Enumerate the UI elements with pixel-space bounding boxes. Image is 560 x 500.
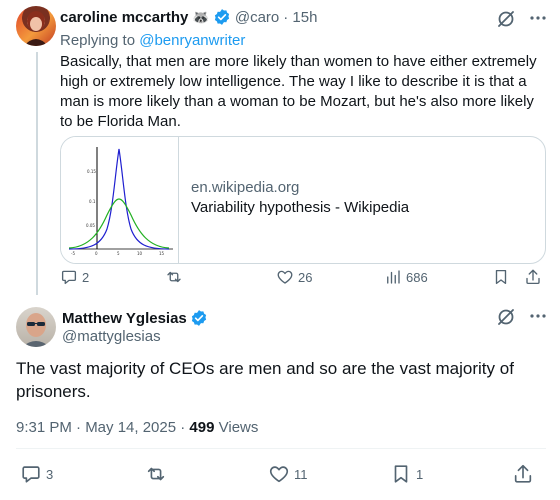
thumb-tick: 0.05 [86,223,95,228]
like-count: 11 [294,466,308,482]
replying-mention[interactable]: @benryanwriter [139,32,246,49]
thumb-tick: -5 [71,251,75,256]
tweet-timestamp[interactable]: 9:31 PM · May 14, 2025 · [16,419,186,436]
thread-line [36,52,38,295]
card-title: Variability hypothesis - Wikipedia [191,199,410,216]
analytics-icon [384,268,402,286]
avatar[interactable] [16,6,56,46]
bookmark-count: 1 [416,466,424,482]
reply-count: 3 [46,466,54,482]
thumb-tick: 10 [137,251,143,256]
replying-to: Replying to @benryanwriter [60,32,245,49]
thumb-tick: 5 [117,251,120,256]
reply-icon [20,463,42,485]
replying-prefix: Replying to [60,32,136,49]
author-name[interactable]: Matthew Yglesias [62,309,187,327]
author-handle[interactable]: @mattyglesias [62,328,161,345]
heart-icon [268,463,290,485]
bookmark-icon [492,268,510,286]
bookmark-button[interactable]: 1 [390,463,423,485]
share-icon [524,268,542,286]
share-button[interactable] [512,463,534,485]
author-name-row: Matthew Yglesias [62,309,208,327]
share-button[interactable] [524,268,542,286]
raccoon-emoji: 🦝 [192,8,210,25]
repost-icon [164,268,184,286]
reply-button[interactable]: 3 [20,463,53,485]
verified-badge-icon [190,309,208,327]
views-label: Views [218,419,259,436]
thumb-tick: 0.15 [87,169,96,174]
reply-header: caroline mccarthy 🦝 @caro · 15h [60,8,317,26]
avatar-portrait [24,11,48,46]
bookmark-icon [390,463,412,485]
reply-button[interactable]: 2 [60,268,89,286]
main-tweet: Matthew Yglesias @mattyglesias The vast … [0,295,560,500]
tweet-text: Basically, that men are more likely than… [60,53,537,130]
avatar[interactable] [16,307,56,347]
thumb-tick: 0 [95,251,98,256]
reply-tweet[interactable]: caroline mccarthy 🦝 @caro · 15h Replying… [0,0,560,295]
like-button[interactable]: 26 [276,268,312,286]
repost-icon [144,463,168,485]
repost-button[interactable] [164,268,188,286]
more-options-icon[interactable] [528,306,548,326]
card-thumbnail: 0.15 0.1 0.05 -5 0 5 10 15 [61,137,179,263]
divider [16,448,546,449]
thumb-tick: 15 [159,251,165,256]
link-card[interactable]: 0.15 0.1 0.05 -5 0 5 10 15 en.wikipedia.… [60,136,546,264]
reply-count: 2 [82,269,90,285]
verified-badge-icon [213,8,231,26]
grok-icon[interactable] [496,307,516,327]
repost-button[interactable] [144,463,172,485]
author-handle[interactable]: @caro [234,8,280,26]
views-count: 499 [189,419,215,436]
tweet-text: The vast majority of CEOs are men and so… [16,359,514,401]
bookmark-button[interactable] [492,268,510,286]
reply-icon [60,268,78,286]
distribution-plot-image: 0.15 0.1 0.05 -5 0 5 10 15 [68,147,173,256]
thumb-tick: 0.1 [89,199,96,204]
share-icon [512,463,534,485]
tweet-meta: 9:31 PM · May 14, 2025 · 499 Views [16,419,258,436]
like-button[interactable]: 11 [268,463,308,485]
author-name[interactable]: caroline mccarthy [60,8,189,26]
like-count: 26 [298,269,313,285]
view-count: 686 [406,269,428,285]
views-button[interactable]: 686 [384,268,428,286]
heart-icon [276,268,294,286]
card-domain: en.wikipedia.org [191,179,300,196]
avatar-portrait [22,313,50,347]
tweet-time[interactable]: · 15h [283,8,318,26]
more-options-icon[interactable] [528,8,548,28]
grok-icon[interactable] [496,9,516,29]
